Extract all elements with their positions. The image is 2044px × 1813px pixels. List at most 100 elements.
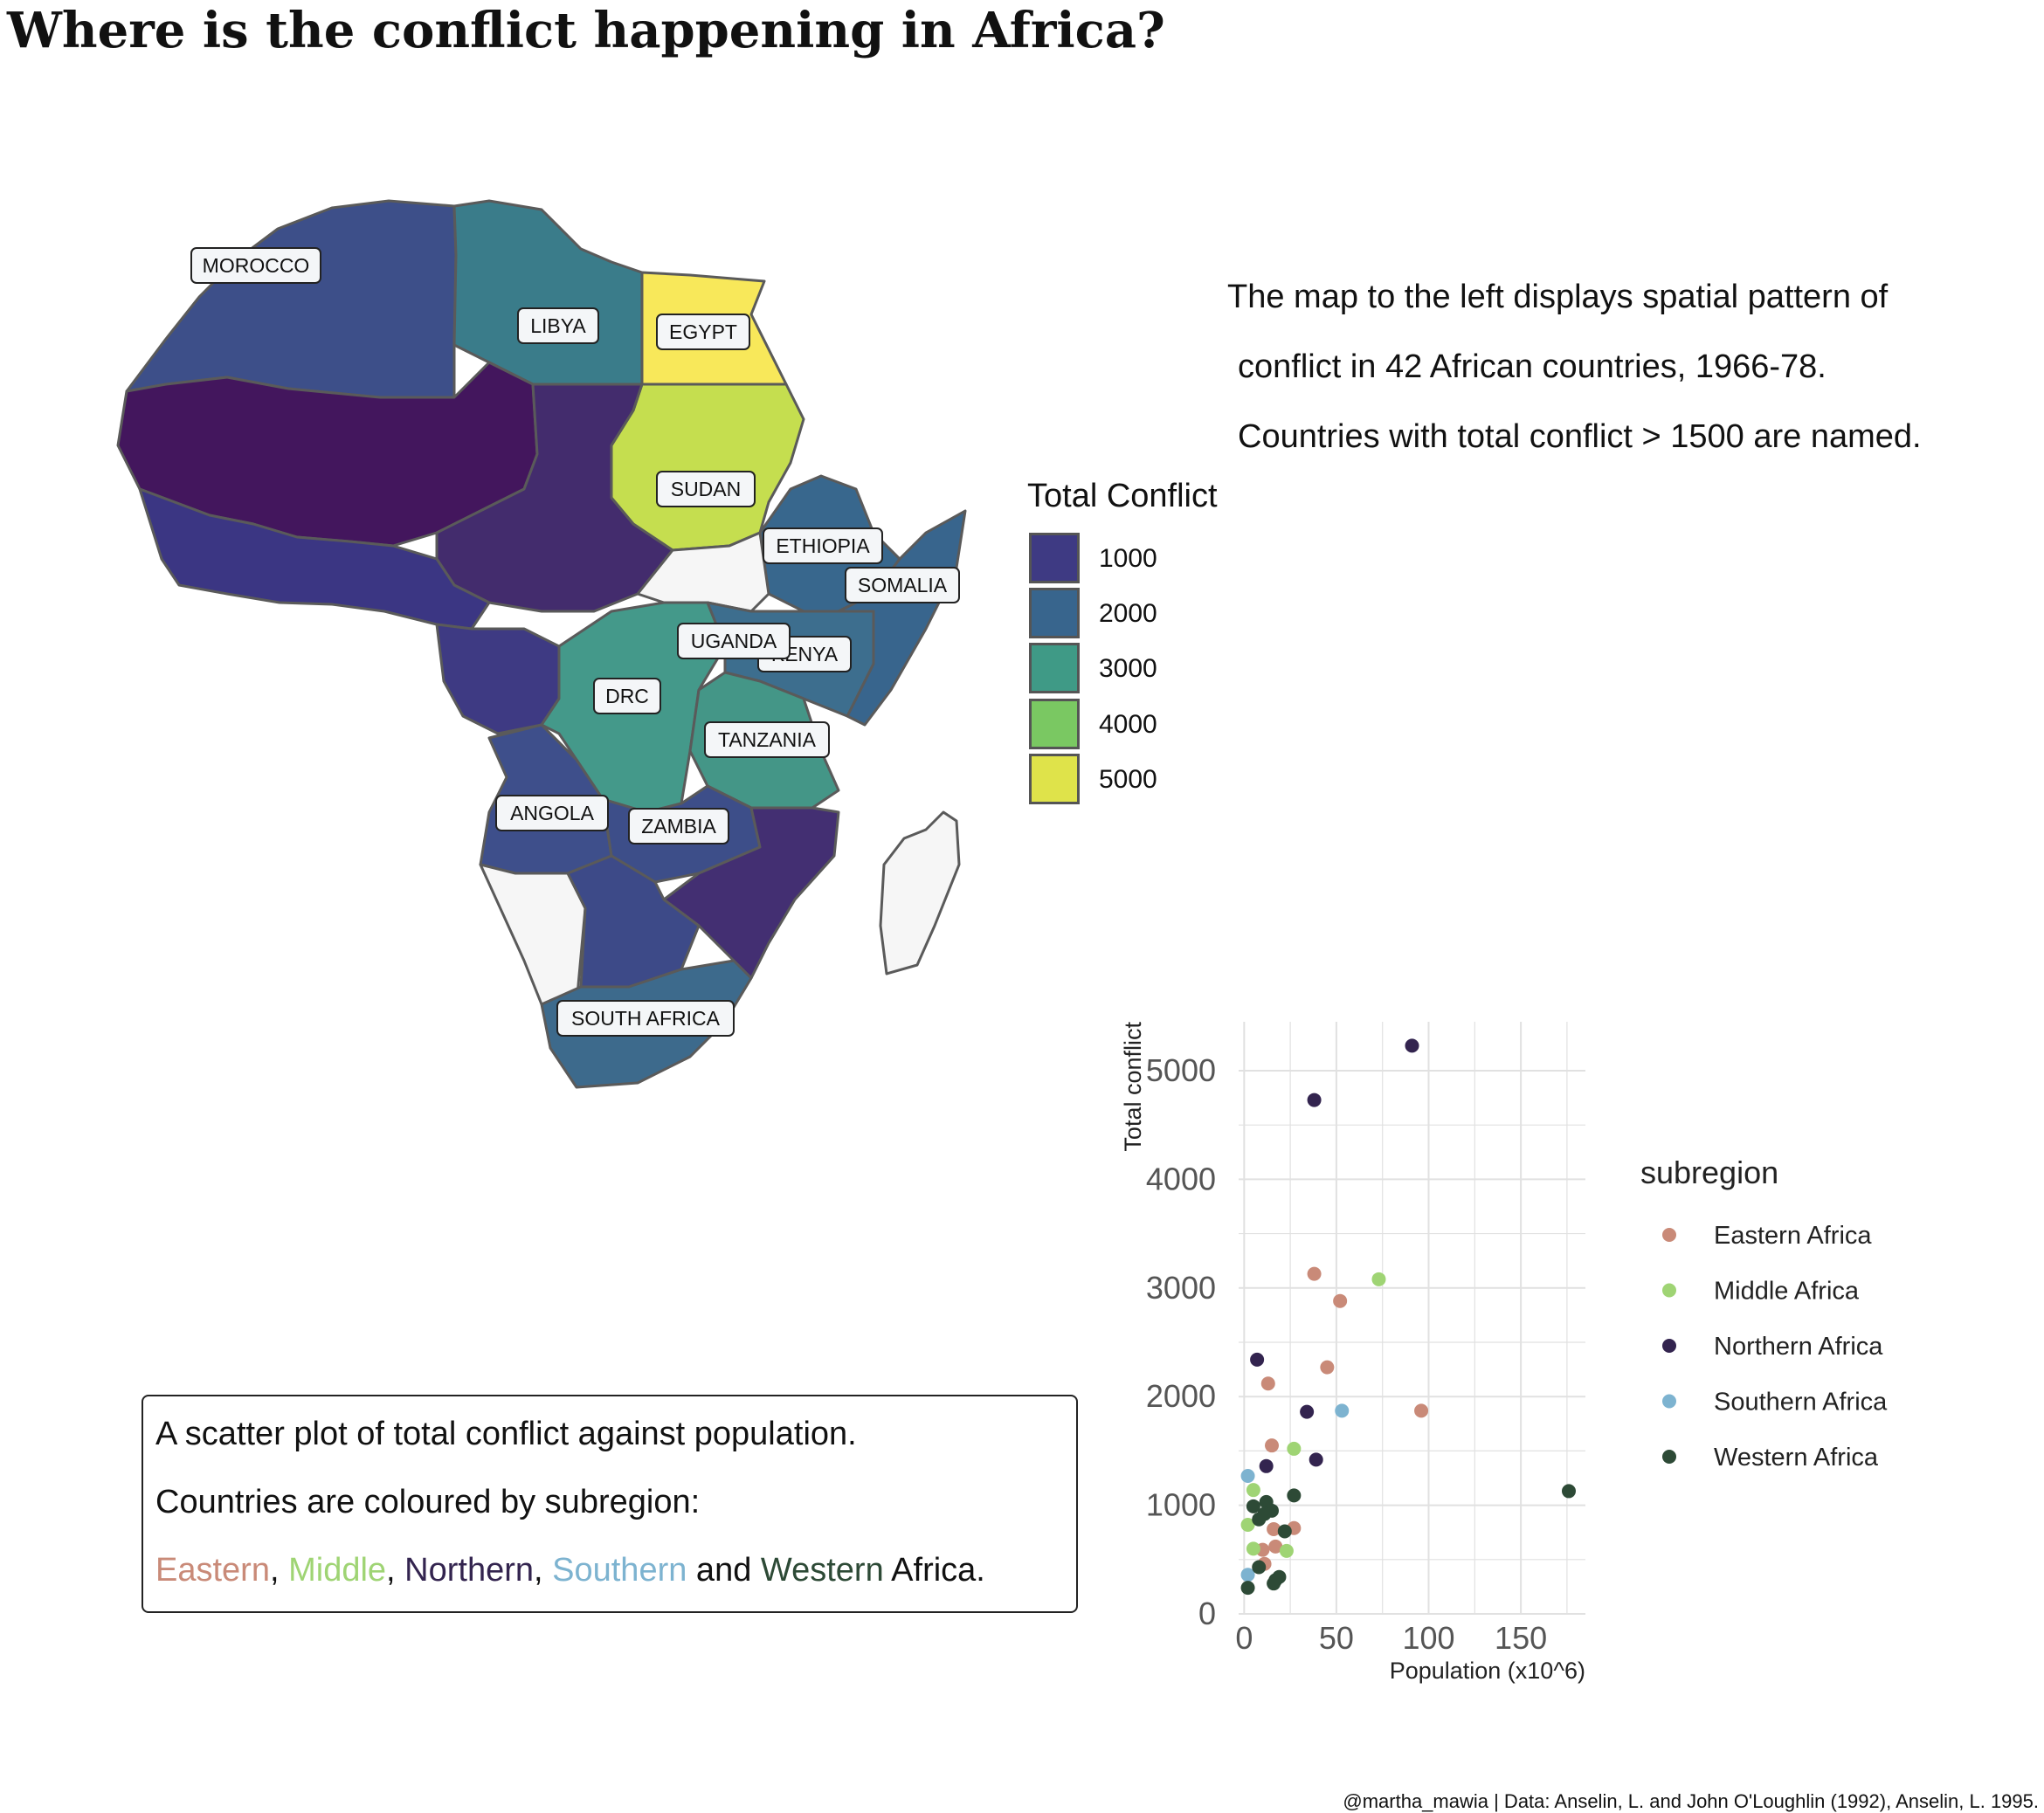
scatter-axes: 0 50 100 150 0 1000 2000 3000 4000 5000 Population… <box>1120 1022 1585 1684</box>
scatter-point <box>1240 1568 1255 1582</box>
scatter-legend-key <box>1662 1283 1676 1298</box>
region-gabon-congo <box>435 623 561 735</box>
scatter-legend-key <box>1662 1450 1676 1464</box>
map-label-somalia: SOMALIA <box>845 567 960 603</box>
x-axis-label: Population (x10^6) <box>1390 1658 1585 1684</box>
description-line-3: Countries with total conflict > 1500 are… <box>1238 418 1922 455</box>
scatter-legend-title: subregion <box>1640 1155 1778 1190</box>
scatter-legend-label: Eastern Africa <box>1714 1222 1872 1250</box>
caption-eastern: Eastern <box>155 1552 270 1589</box>
scatter-point <box>1320 1360 1335 1375</box>
map-description: The map to the left displays spatial pat… <box>1227 262 1922 472</box>
scatter-legend-key <box>1662 1228 1676 1242</box>
y-tick-label: 1000 <box>1146 1487 1216 1523</box>
scatter-point <box>1257 1556 1272 1571</box>
scatter-grid <box>1239 1022 1585 1615</box>
scatter-legend-label: Northern Africa <box>1714 1333 1883 1361</box>
scatter-point <box>1267 1521 1281 1536</box>
scatter-point <box>1240 1581 1255 1596</box>
scatter-points <box>1240 1038 1576 1596</box>
legend-label-5000: 5000 <box>1099 765 1157 794</box>
caption-sep-2: , <box>386 1552 405 1589</box>
svg-text:TANZANIA: TANZANIA <box>718 728 817 751</box>
legend-swatch-4000 <box>1029 699 1080 749</box>
scatter-point <box>1561 1484 1576 1499</box>
svg-text:SOMALIA: SOMALIA <box>858 574 948 596</box>
scatter-point <box>1287 1488 1302 1503</box>
scatter-point <box>1277 1524 1292 1539</box>
scatter-point <box>1268 1539 1283 1554</box>
scatter-legend-key <box>1662 1394 1676 1409</box>
caption-sep-3: , <box>534 1552 553 1589</box>
caption-northern: Northern <box>404 1552 535 1589</box>
scatter-point <box>1268 1573 1283 1588</box>
map-label-south-africa: SOUTH AFRICA <box>556 1000 735 1037</box>
caption-line-1: A scatter plot of total conflict against… <box>155 1416 857 1452</box>
scatter-point <box>1252 1512 1267 1527</box>
legend-swatch-1000 <box>1029 533 1080 583</box>
scatter-caption-box: A scatter plot of total conflict against… <box>142 1395 1078 1613</box>
scatter-point <box>1265 1438 1280 1453</box>
scatter-point <box>1287 1441 1302 1456</box>
region-no-data-madagascar <box>879 810 961 975</box>
scatter-point <box>1309 1452 1323 1467</box>
caption-line-2: Countries are coloured by subregion: <box>155 1484 701 1520</box>
scatter-point <box>1246 1499 1260 1513</box>
scatter-point <box>1300 1404 1315 1419</box>
scatter-point <box>1259 1494 1274 1509</box>
legend-label-2000: 2000 <box>1099 599 1157 628</box>
y-axis-label: Total conflict <box>1120 1022 1146 1152</box>
map-label-sudan: SUDAN <box>656 471 756 507</box>
legend-label-4000: 4000 <box>1099 710 1157 739</box>
svg-text:SUDAN: SUDAN <box>671 478 742 500</box>
scatter-point <box>1272 1569 1287 1584</box>
scatter-point <box>1257 1506 1272 1521</box>
scatter-legend-label: Southern Africa <box>1714 1389 1888 1417</box>
legend-swatch-3000 <box>1029 643 1080 693</box>
scatter-point <box>1240 1517 1255 1532</box>
map-label-egypt: EGYPT <box>656 314 750 350</box>
legend-label-1000: 1000 <box>1099 544 1157 573</box>
scatter-point <box>1252 1560 1267 1575</box>
y-tick-label: 0 <box>1198 1596 1216 1631</box>
credit-text: @martha_mawia | Data: Anselin, L. and Jo… <box>1343 1790 2039 1812</box>
map-label-libya: LIBYA <box>517 307 599 344</box>
region-maghreb <box>125 199 458 399</box>
scatter-point <box>1287 1520 1302 1535</box>
map-legend-title: Total Conflict <box>1027 478 1218 514</box>
map-label-zambia: ZAMBIA <box>628 808 729 844</box>
scatter-legend-label: Western Africa <box>1714 1444 1879 1472</box>
region-libya <box>452 199 644 386</box>
legend-swatch-2000 <box>1029 588 1080 638</box>
x-tick-label: 50 <box>1319 1620 1354 1656</box>
caption-middle: Middle <box>288 1552 387 1589</box>
scatter-point <box>1250 1352 1265 1367</box>
scatter-point <box>1414 1403 1429 1418</box>
scatter-legend-key <box>1662 1339 1676 1353</box>
description-line-1: The map to the left displays spatial pat… <box>1227 279 1889 315</box>
y-tick-label: 5000 <box>1146 1052 1216 1088</box>
scatter-point <box>1279 1543 1294 1558</box>
legend-swatch-5000 <box>1029 754 1080 804</box>
map-label-angola: ANGOLA <box>495 795 609 831</box>
map-label-uganda: UGANDA <box>677 623 791 659</box>
region-botswana <box>566 854 701 989</box>
scatter-point <box>1371 1272 1386 1286</box>
scatter-point <box>1260 1376 1275 1391</box>
scatter-point <box>1265 1503 1280 1518</box>
svg-text:ETHIOPIA: ETHIOPIA <box>776 534 870 557</box>
y-tick-label: 4000 <box>1146 1161 1216 1196</box>
region-central-north <box>435 383 674 613</box>
svg-text:DRC: DRC <box>605 685 649 707</box>
x-tick-label: 150 <box>1495 1620 1547 1656</box>
svg-text:ZAMBIA: ZAMBIA <box>641 815 716 838</box>
page-title: Where is the conflict happening in Afric… <box>7 2 1165 59</box>
scatter-point <box>1333 1293 1348 1308</box>
scatter-point <box>1267 1576 1281 1591</box>
svg-text:EGYPT: EGYPT <box>669 321 737 343</box>
region-coastal-west <box>138 487 491 631</box>
map-label-tanzania: TANZANIA <box>704 721 830 758</box>
scatter-legend-label: Middle Africa <box>1714 1278 1860 1306</box>
y-tick-label: 3000 <box>1146 1270 1216 1306</box>
scatter-point <box>1259 1458 1274 1473</box>
